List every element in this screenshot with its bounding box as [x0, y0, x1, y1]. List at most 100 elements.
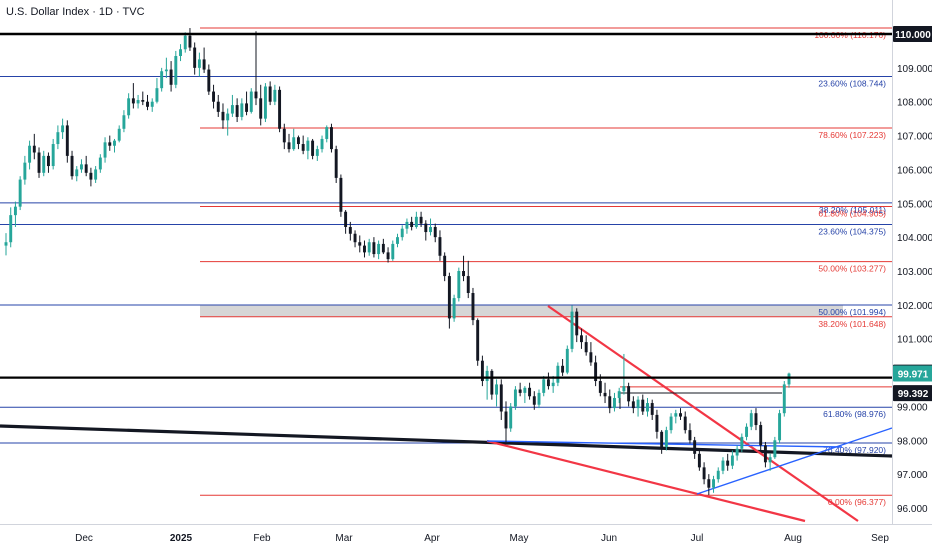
x-tick-label: Aug [784, 533, 802, 544]
candle-body [523, 387, 527, 393]
candle-body [259, 98, 263, 119]
time-axis: Dec 2025 Feb Mar Apr May Jun Jul Aug Sep [0, 524, 932, 544]
candle-body [249, 91, 253, 112]
trendlines [0, 305, 893, 523]
candle-body [400, 228, 404, 238]
x-tick-label: Sep [871, 533, 889, 544]
x-tick-label: Apr [424, 533, 440, 544]
candle-body [4, 242, 8, 246]
candle-body [782, 384, 786, 414]
candle-body [315, 149, 319, 156]
candle-body [216, 101, 220, 112]
y-tick-label: 105.000 [897, 199, 932, 210]
candle-body [202, 59, 206, 70]
candle-body [65, 125, 69, 156]
candle-body [683, 416, 687, 431]
candle-body [697, 453, 701, 468]
candle-body [617, 391, 621, 398]
candle-body [594, 362, 598, 382]
price-label-text: 110.000 [895, 30, 931, 41]
candle-body [650, 403, 654, 415]
price-label-box [893, 26, 932, 42]
candle-body [348, 226, 352, 234]
candle-body [518, 389, 522, 393]
candle-body [235, 105, 239, 117]
candle-body [240, 103, 244, 117]
candle-body [306, 140, 310, 151]
candle-body [46, 155, 50, 167]
candle-body [452, 298, 456, 319]
candle-body [447, 276, 451, 319]
candle-body [509, 406, 513, 429]
fib-level-label: 23.60% (108.744) [818, 79, 886, 89]
y-tick-label: 109.000 [897, 64, 932, 75]
fib-level-label: 78.60% (107.223) [818, 130, 886, 140]
candle-body [32, 145, 36, 153]
candle-body [528, 387, 532, 397]
candle-body [183, 35, 187, 50]
candle-body [263, 86, 267, 119]
resistance-zone-band [200, 305, 843, 317]
candle-body [688, 430, 692, 441]
candle-body [631, 401, 635, 409]
candle-body [207, 69, 211, 92]
candle-body [608, 396, 612, 409]
y-tick-label: 98.000 [897, 436, 928, 447]
candle-body [414, 216, 418, 227]
candle-body [485, 370, 489, 382]
price-label-text: 99.971 [898, 370, 929, 381]
candle-body [759, 425, 763, 446]
x-tick-label: May [510, 533, 529, 544]
candle-body [721, 460, 725, 471]
y-tick-label: 108.000 [897, 98, 932, 109]
candle-body [730, 455, 734, 466]
candle-body [296, 137, 300, 145]
candle-body [466, 276, 470, 294]
candle-body [117, 128, 121, 141]
candle-body [51, 144, 55, 167]
candle-body [292, 137, 296, 150]
candle-body [339, 177, 343, 212]
candle-body [504, 411, 508, 429]
candle-body [146, 101, 149, 107]
candle-body [532, 396, 536, 405]
x-tick-label: Jul [691, 533, 704, 544]
y-tick-label: 96.000 [897, 504, 928, 515]
candle-body [381, 243, 385, 253]
candle-body [664, 430, 668, 448]
candle-body [122, 115, 126, 129]
candle-body [499, 384, 503, 412]
price-label-text: 99.392 [898, 389, 929, 400]
candle-body [84, 164, 88, 173]
candle-body [556, 365, 560, 383]
candle-body [598, 381, 602, 393]
candle-body [396, 237, 399, 244]
candle-body [169, 69, 173, 85]
candle-body [311, 140, 315, 156]
candle-body [221, 111, 225, 121]
candle-body [716, 470, 720, 480]
candle-body [320, 138, 324, 150]
candle-body [476, 320, 480, 361]
candle-body [646, 403, 649, 412]
candle-body [674, 413, 678, 417]
candle-body [655, 414, 659, 432]
y-tick-label: 106.000 [897, 165, 932, 176]
candle-body [579, 335, 583, 343]
candle-body [188, 35, 192, 48]
x-tick-label: Feb [253, 533, 271, 544]
candle-body [584, 342, 588, 353]
candle-body [405, 221, 409, 229]
candle-body [245, 103, 249, 112]
candle-body [480, 360, 484, 382]
candle-body [108, 142, 112, 146]
candle-body [325, 127, 329, 139]
candle-body [622, 386, 626, 392]
candle-body [726, 460, 730, 466]
x-tick-label: Mar [335, 533, 353, 544]
candle-body [89, 172, 93, 180]
x-tick-label: Jun [601, 533, 617, 544]
